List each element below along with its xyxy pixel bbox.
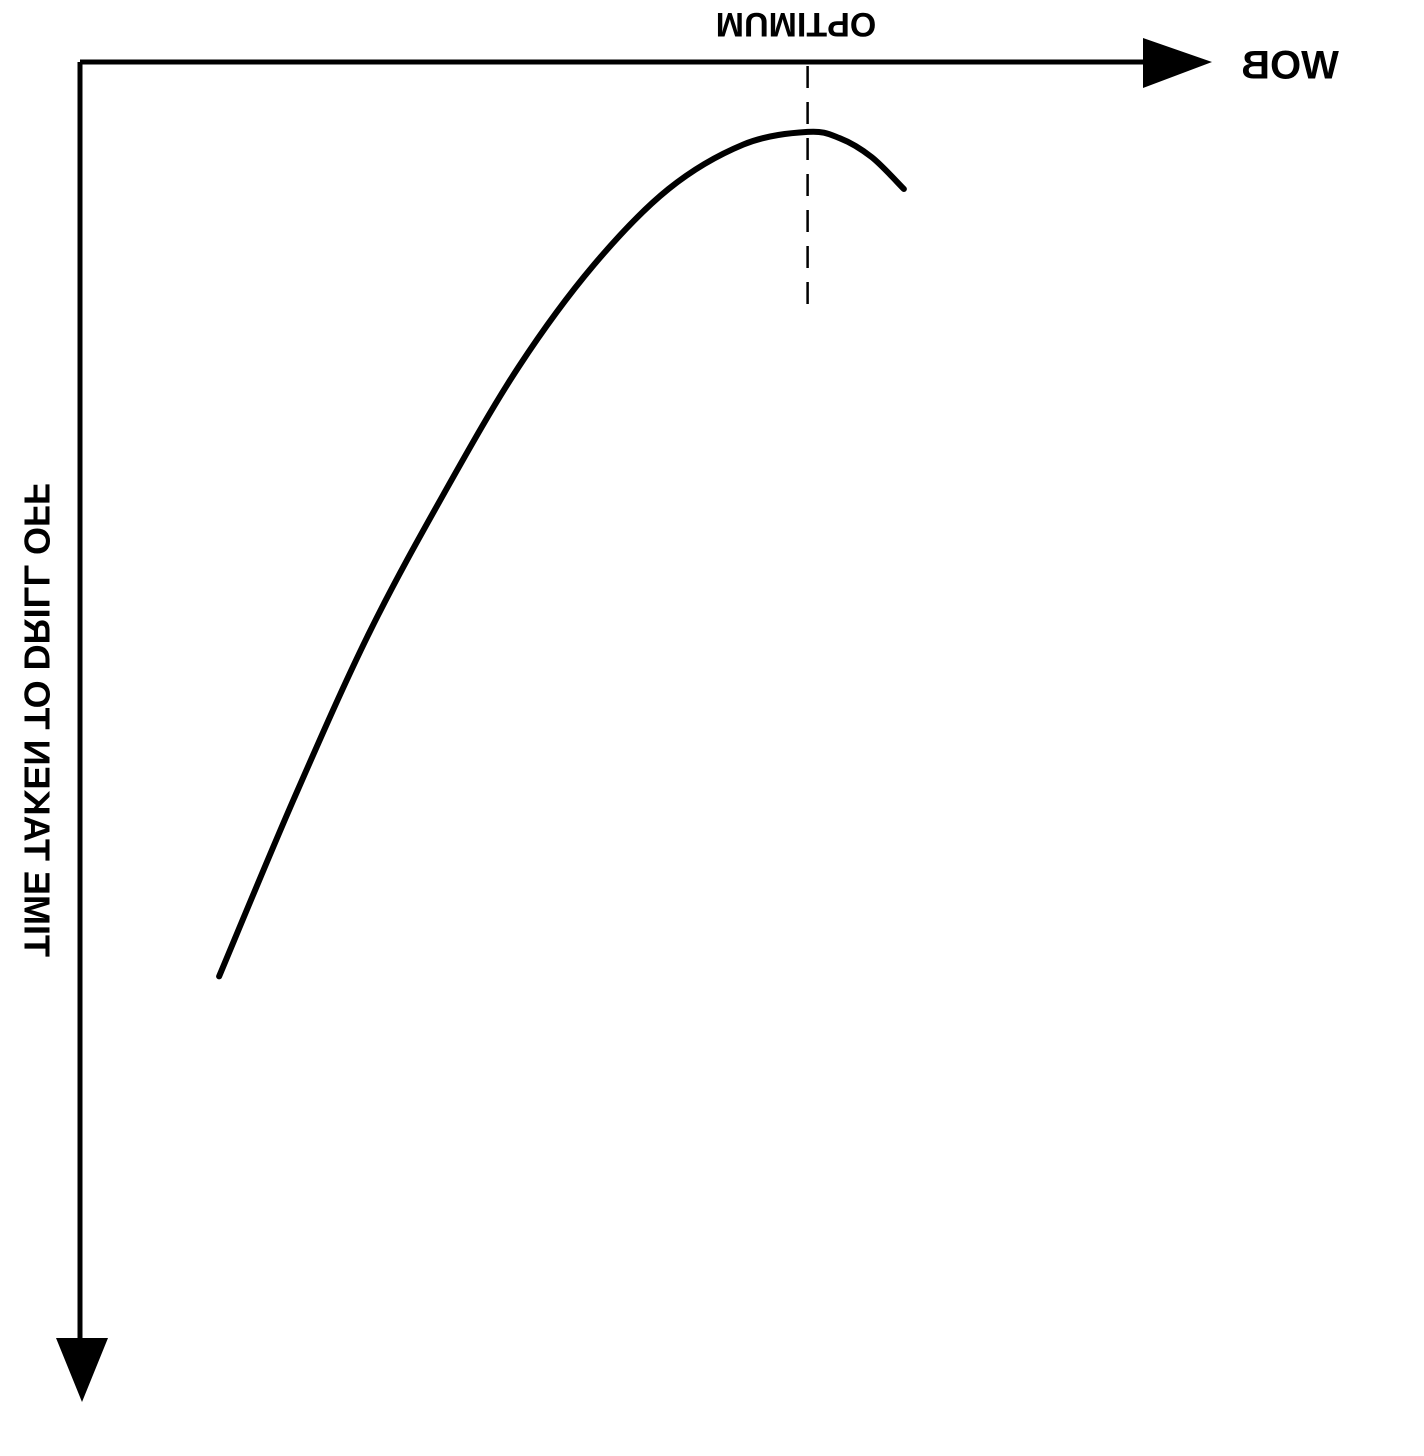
x-axis-label: WOB	[1241, 44, 1339, 88]
x-axis-label-group: WOB	[1241, 44, 1339, 88]
y-axis-label-group: TIME TAKEN TO DRILL OFF	[16, 483, 57, 957]
x-axis-arrow	[1143, 38, 1212, 88]
optimum-label: OPTIMUM	[716, 5, 877, 43]
optimum-label-group: OPTIMUM	[716, 5, 877, 43]
y-axis-label: TIME TAKEN TO DRILL OFF	[16, 483, 57, 957]
axes	[56, 38, 1212, 1402]
series-line-0	[216, 128, 907, 980]
y-axis-arrow	[56, 1338, 108, 1402]
series-group	[216, 128, 907, 980]
